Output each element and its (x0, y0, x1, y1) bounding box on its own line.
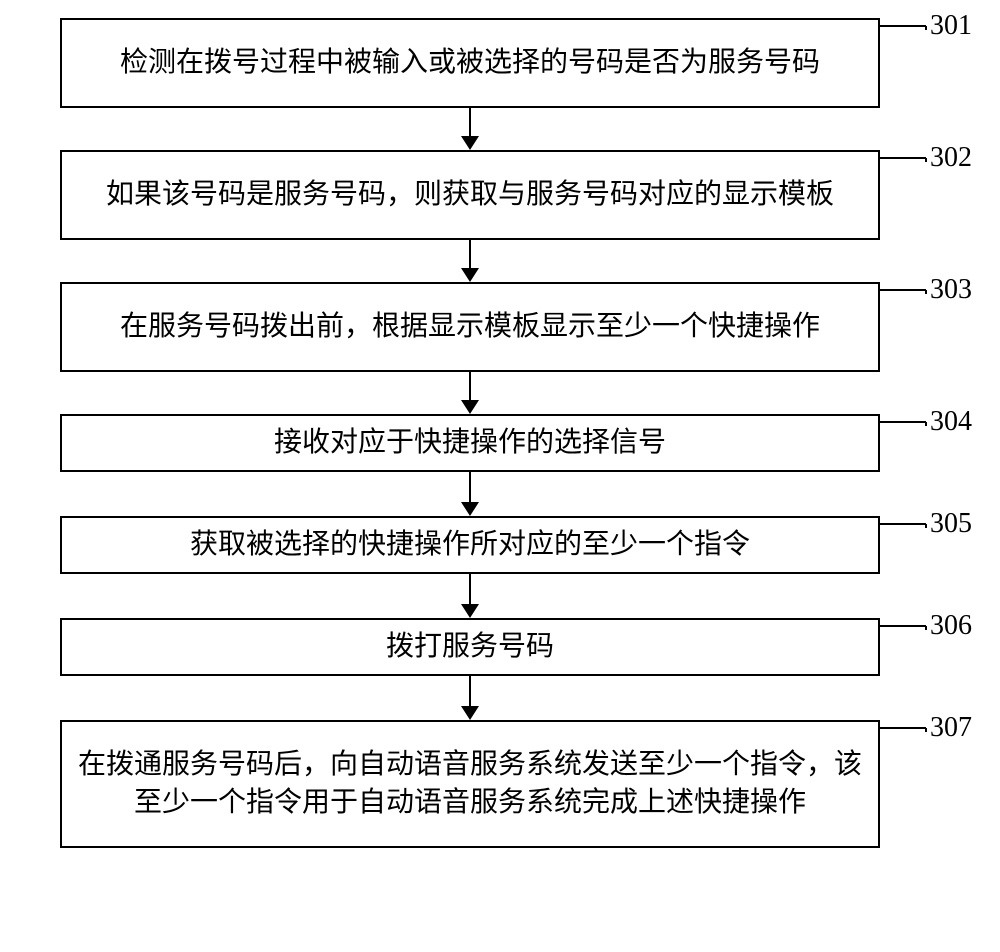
flowchart-canvas: 检测在拨号过程中被输入或被选择的号码是否为服务号码如果该号码是服务号码，则获取与… (0, 0, 1000, 952)
lead-line (880, 157, 926, 159)
flow-node-text: 接收对应于快捷操作的选择信号 (274, 424, 666, 462)
arrow-line (469, 676, 471, 706)
arrow-line (469, 574, 471, 604)
flow-node-text: 拨打服务号码 (386, 628, 554, 666)
lead-line (880, 289, 926, 291)
flow-node-text: 获取被选择的快捷操作所对应的至少一个指令 (190, 526, 750, 564)
arrow-head-icon (461, 502, 479, 516)
flow-node-n6: 拨打服务号码 (60, 618, 880, 676)
lead-line (880, 523, 926, 525)
arrow-line (469, 240, 471, 268)
lead-line (925, 26, 927, 30)
lead-line (925, 422, 927, 426)
flow-node-text: 在服务号码拨出前，根据显示模板显示至少一个快捷操作 (120, 308, 820, 346)
arrow-head-icon (461, 604, 479, 618)
flow-node-n4: 接收对应于快捷操作的选择信号 (60, 414, 880, 472)
lead-line (925, 158, 927, 162)
lead-line (880, 727, 926, 729)
flow-node-text: 在拨通服务号码后，向自动语音服务系统发送至少一个指令，该至少一个指令用于自动语音… (74, 746, 866, 822)
flow-node-n2: 如果该号码是服务号码，则获取与服务号码对应的显示模板 (60, 150, 880, 240)
flow-node-n1: 检测在拨号过程中被输入或被选择的号码是否为服务号码 (60, 18, 880, 108)
step-label-l4: 304 (930, 406, 972, 438)
arrow-head-icon (461, 268, 479, 282)
arrow-head-icon (461, 706, 479, 720)
arrow-head-icon (461, 400, 479, 414)
lead-line (880, 25, 926, 27)
flow-node-n3: 在服务号码拨出前，根据显示模板显示至少一个快捷操作 (60, 282, 880, 372)
lead-line (925, 524, 927, 528)
arrow-line (469, 472, 471, 502)
lead-line (880, 421, 926, 423)
step-label-l1: 301 (930, 10, 972, 42)
step-label-l6: 306 (930, 610, 972, 642)
flow-node-text: 如果该号码是服务号码，则获取与服务号码对应的显示模板 (106, 176, 834, 214)
step-label-l5: 305 (930, 508, 972, 540)
lead-line (925, 626, 927, 630)
step-label-l2: 302 (930, 142, 972, 174)
flow-node-n7: 在拨通服务号码后，向自动语音服务系统发送至少一个指令，该至少一个指令用于自动语音… (60, 720, 880, 848)
lead-line (925, 290, 927, 294)
lead-line (925, 728, 927, 732)
flow-node-n5: 获取被选择的快捷操作所对应的至少一个指令 (60, 516, 880, 574)
step-label-l7: 307 (930, 712, 972, 744)
lead-line (880, 625, 926, 627)
arrow-head-icon (461, 136, 479, 150)
step-label-l3: 303 (930, 274, 972, 306)
arrow-line (469, 372, 471, 400)
flow-node-text: 检测在拨号过程中被输入或被选择的号码是否为服务号码 (120, 44, 820, 82)
arrow-line (469, 108, 471, 136)
